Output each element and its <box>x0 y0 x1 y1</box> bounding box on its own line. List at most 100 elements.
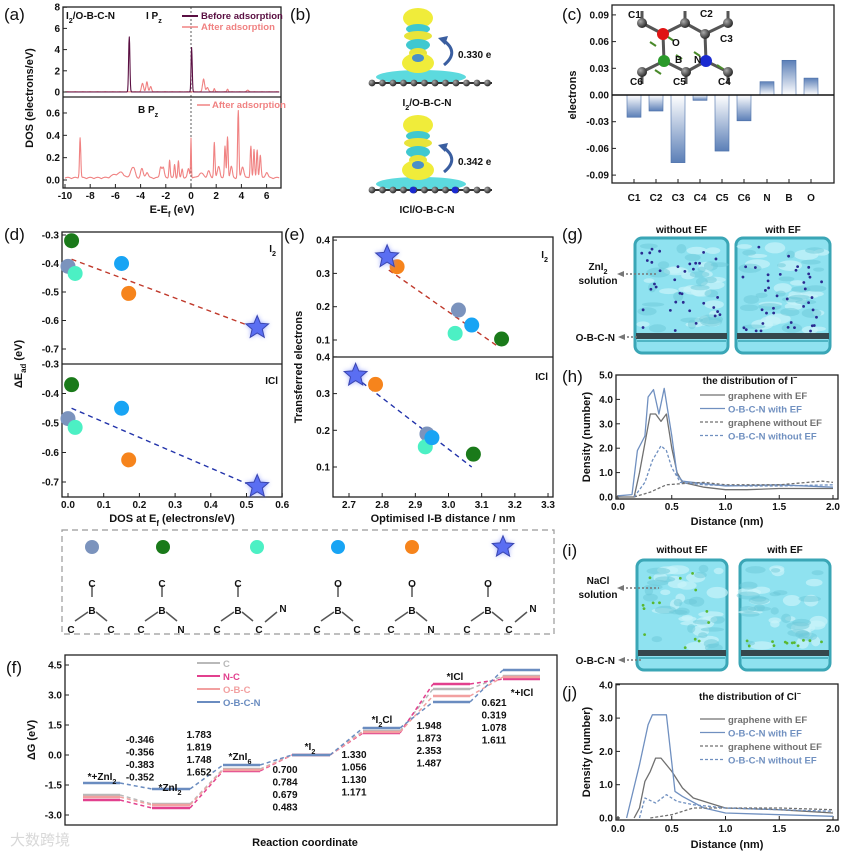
y-axis-title: Density (number) <box>581 391 593 482</box>
structure-item: O B C N <box>387 540 435 636</box>
ion <box>765 311 768 315</box>
x-tick-label: 2.8 <box>375 500 389 511</box>
y-tick-label: 0.06 <box>590 37 610 48</box>
ion <box>691 571 694 575</box>
ion <box>772 644 776 647</box>
energy-connector <box>119 782 153 790</box>
inset-molecule: C1 C2 C3 C4 C5 C6 OB N <box>628 9 733 88</box>
y-axis-title: ΔEad (eV) <box>13 340 28 389</box>
legend-label: graphene with EF <box>728 715 807 726</box>
ion <box>764 288 767 292</box>
atom-label-c2: C2 <box>700 9 713 20</box>
x-tick-label: -4 <box>136 191 145 202</box>
ion <box>802 638 805 642</box>
x-tick-label: 0.6 <box>275 500 289 511</box>
ion <box>761 322 765 325</box>
y-tick-label: 3.0 <box>48 691 62 702</box>
carbon-atom <box>421 186 428 194</box>
atom-label: C <box>313 625 320 636</box>
star-marker <box>342 361 369 387</box>
ion <box>698 261 701 265</box>
water-texture <box>710 616 725 624</box>
watermark-logo: 大数跨境 <box>10 831 70 849</box>
atom-label: B <box>158 606 165 617</box>
subplot-label: I2 <box>269 244 276 258</box>
y-tick-label: -0.03 <box>586 117 609 128</box>
water-texture <box>680 317 704 323</box>
x-tick-label: 2.7 <box>342 500 356 511</box>
charge-flow-arrow-icon <box>716 64 724 70</box>
structure-item: C B C N <box>137 540 185 636</box>
atom-c2 <box>680 18 690 28</box>
atom-c6 <box>637 67 647 77</box>
density-line-0 <box>618 413 833 498</box>
nitrogen-atom <box>409 186 417 194</box>
water-texture <box>777 260 803 271</box>
water-texture <box>697 266 706 273</box>
ion <box>745 639 749 643</box>
plot-frame <box>64 654 558 826</box>
carbon-atom <box>400 79 407 87</box>
bond <box>144 611 159 622</box>
y-tick-label: -0.09 <box>586 171 609 182</box>
bar-o <box>803 77 819 96</box>
isosurface-lobe <box>402 160 434 180</box>
water-texture <box>791 286 811 293</box>
step-energy-value: 1.873 <box>416 734 441 745</box>
y-tick-label: 2.0 <box>599 444 613 455</box>
without-ef-label: without EF <box>655 545 707 556</box>
step-energy-value: 1.611 <box>482 736 507 747</box>
ion <box>658 249 662 253</box>
y-tick-label: 0.0 <box>599 493 613 504</box>
carbon-atom <box>368 186 376 194</box>
ion <box>820 640 823 644</box>
ion <box>785 297 789 301</box>
step-energy-value: 1.130 <box>341 775 366 786</box>
circle-marker <box>331 540 345 554</box>
isosurface-lobe <box>403 8 433 28</box>
water-texture <box>673 598 683 607</box>
water-texture <box>811 326 826 332</box>
y-tick-label: -0.6 <box>42 448 60 459</box>
ion <box>678 291 682 295</box>
ion <box>786 325 790 329</box>
step-energy-value: -0.383 <box>126 760 155 771</box>
water-texture <box>705 247 721 255</box>
step-energy-value: 0.784 <box>272 778 297 789</box>
water-texture <box>646 267 671 278</box>
water-texture <box>778 276 795 282</box>
bond <box>394 611 409 622</box>
star-marker <box>244 314 270 339</box>
step-energy-value: 0.319 <box>481 711 506 722</box>
solution-label: NaCl <box>587 576 610 587</box>
ion <box>783 640 787 644</box>
water-texture <box>740 606 757 613</box>
energy-connector <box>469 675 504 690</box>
ion <box>807 265 811 269</box>
x-tick-label: 0.4 <box>204 500 218 511</box>
x-tick-label: 0.2 <box>132 500 146 511</box>
ion <box>658 269 662 273</box>
ion <box>796 265 800 269</box>
ion <box>808 639 812 643</box>
water-texture <box>648 324 667 333</box>
step-energy-value: 0.700 <box>272 765 297 776</box>
subplot-icl: 0.1 0.2 0.3 0.4 ICl <box>316 352 548 473</box>
circle-marker <box>464 317 480 333</box>
ion <box>645 259 649 262</box>
x-tick-label: -2 <box>161 191 170 202</box>
atom-label: C <box>67 625 74 636</box>
x-tick-label: 0.0 <box>611 502 625 513</box>
carbon-atom <box>400 186 407 194</box>
solution-label: solution <box>579 590 618 601</box>
water-texture <box>770 607 779 615</box>
y-tick-label: 2 <box>54 66 60 77</box>
x-axis-title: Optimised I-B distance / nm <box>371 513 516 525</box>
subplot-i2: -0.3 -0.4 -0.5 -0.6 -0.7 I2 <box>42 231 276 356</box>
fit-line <box>361 382 473 468</box>
water-texture <box>698 564 709 573</box>
x-tick-label: N <box>763 193 770 204</box>
ion <box>772 311 776 315</box>
y-tick-label: 0.0 <box>599 814 613 825</box>
ion <box>643 633 647 637</box>
